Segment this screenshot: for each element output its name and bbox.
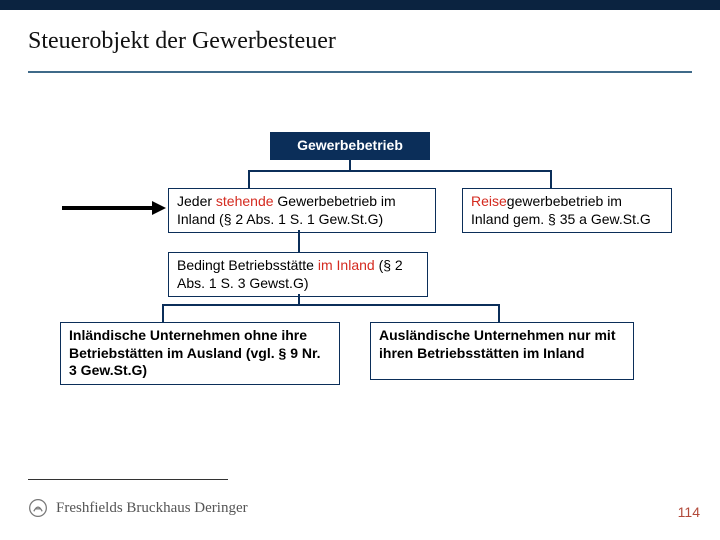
node-gewerbebetrieb: Gewerbebetrieb (270, 132, 430, 160)
node-betriebsstaette: Bedingt Betriebsstätte im Inland (§ 2 Ab… (168, 252, 428, 297)
node-stehender-gewerbebetrieb: Jeder stehende Gewerbebetrieb im Inland … (168, 188, 436, 233)
node-root-label: Gewerbebetrieb (297, 137, 403, 153)
node-auslaendische-unternehmen: Ausländische Unternehmen nur mit ihren B… (370, 322, 634, 380)
connector-line (248, 170, 250, 188)
brand-name: Freshfields Bruckhaus Deringer (56, 500, 248, 517)
connector-line (298, 230, 300, 252)
text: Jeder (177, 193, 216, 209)
text-highlight: Reise (471, 193, 507, 209)
footer-divider (28, 479, 228, 480)
text: Ausländische Unternehmen nur mit ihren B… (379, 327, 615, 361)
brand-logo-icon (28, 498, 48, 518)
title-underline (28, 71, 692, 73)
arrow-icon (62, 206, 152, 210)
text-highlight: im Inland (318, 257, 375, 273)
page-number: 114 (678, 504, 700, 520)
node-inlaendische-unternehmen: Inländische Unternehmen ohne ihre Betrie… (60, 322, 340, 385)
slide-page: Steuerobjekt der Gewerbesteuer Gewerbebe… (0, 0, 720, 540)
connector-line (550, 170, 552, 188)
text-highlight: stehende (216, 193, 274, 209)
connector-line (162, 304, 500, 306)
title-wrap: Steuerobjekt der Gewerbesteuer (0, 10, 720, 61)
connector-line (162, 304, 164, 322)
arrow-head-icon (152, 201, 166, 215)
connector-line (498, 304, 500, 322)
node-reisegewerbebetrieb: Reisegewerbebetrieb im Inland gem. § 35 … (462, 188, 672, 233)
text: Bedingt Betriebsstätte (177, 257, 318, 273)
brand-footer: Freshfields Bruckhaus Deringer (28, 498, 248, 518)
page-title: Steuerobjekt der Gewerbesteuer (28, 28, 692, 55)
text: Inländische Unternehmen ohne ihre Betrie… (69, 327, 321, 378)
connector-line (248, 170, 552, 172)
